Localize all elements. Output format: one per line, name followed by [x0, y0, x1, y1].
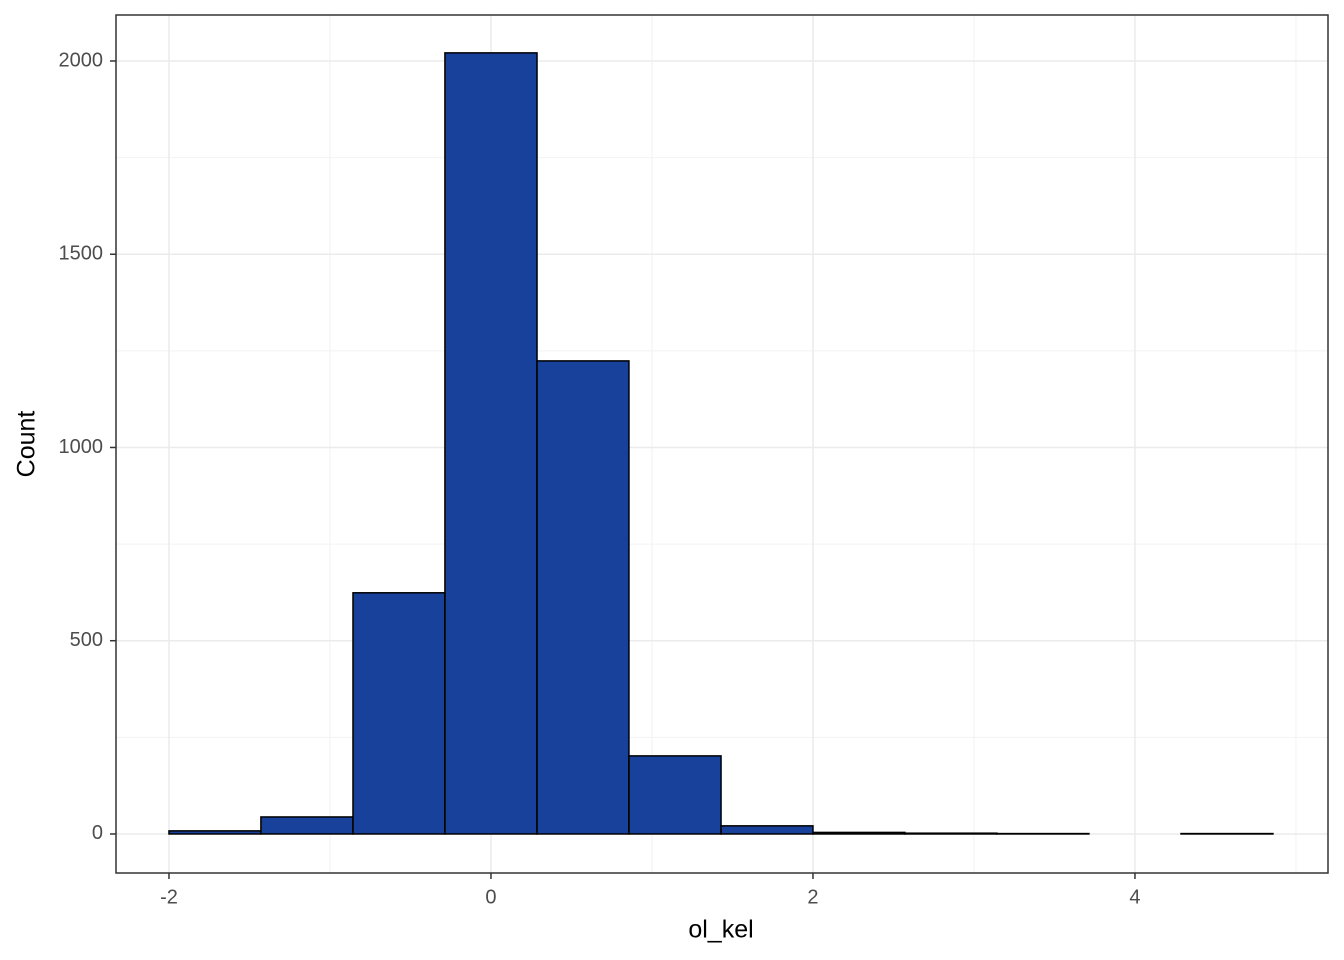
x-axis-title: ol_kel — [688, 916, 753, 944]
x-tick-label: -2 — [160, 886, 178, 908]
bar — [260, 816, 354, 835]
bar — [812, 831, 906, 835]
y-tick-label: 0 — [92, 822, 103, 844]
bar — [720, 825, 814, 835]
y-tick-label: 500 — [70, 629, 103, 651]
x-tick-label: 4 — [1129, 886, 1140, 908]
bar — [444, 52, 538, 835]
y-axis-title: Count — [13, 411, 41, 478]
bar — [168, 830, 262, 835]
x-tick-label: 0 — [485, 886, 496, 908]
y-tick-label: 1500 — [59, 243, 104, 265]
bar — [628, 755, 722, 835]
bar — [352, 592, 446, 835]
x-tick-label: 2 — [807, 886, 818, 908]
bar — [536, 360, 630, 835]
panel-border — [115, 14, 1329, 874]
y-tick-label: 2000 — [59, 49, 104, 71]
y-tick-label: 1000 — [59, 436, 104, 458]
bar — [904, 832, 998, 835]
